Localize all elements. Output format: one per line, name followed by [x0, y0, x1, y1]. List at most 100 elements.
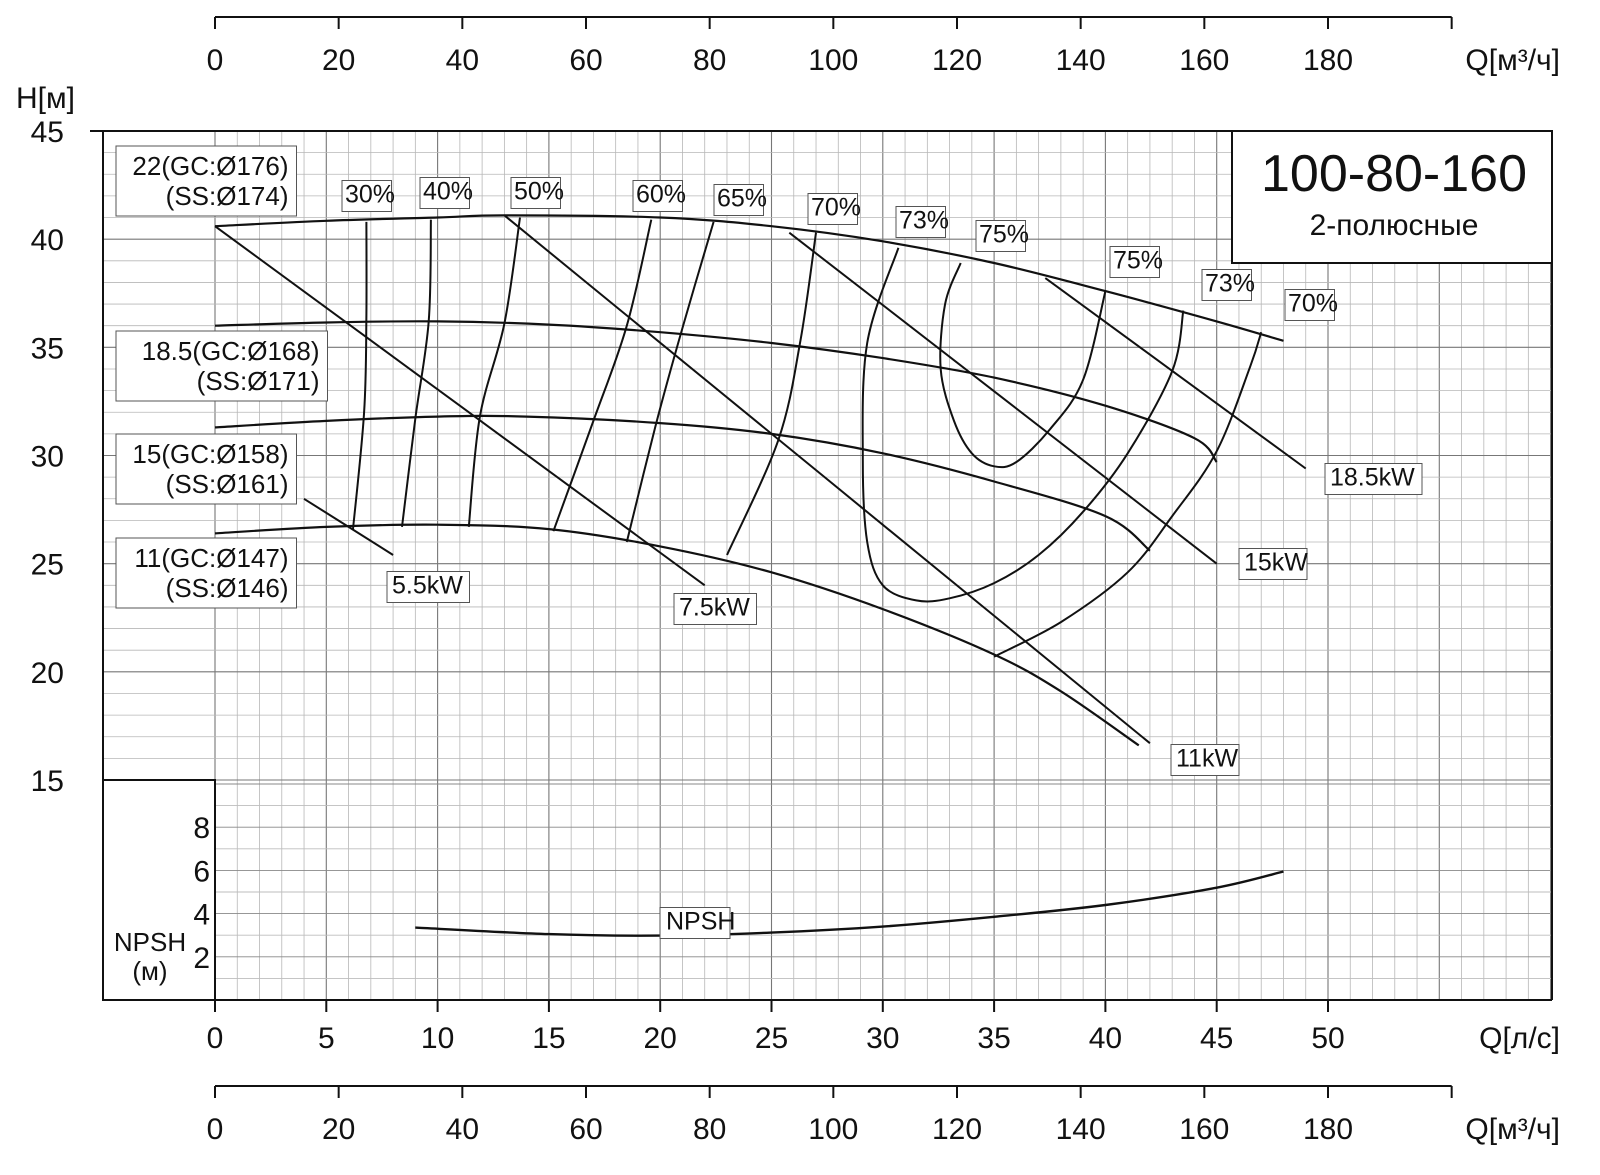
npsh-curve-label-box: [659, 907, 731, 939]
head-curve-label-line1: 11(GC:Ø147): [134, 543, 288, 573]
secondary-x-tick-label: 120: [932, 44, 982, 77]
efficiency-label-5-group: 70%: [807, 193, 861, 225]
secondary-x-axis-unit: Q[м³/ч]: [1465, 44, 1560, 77]
efficiency-label-2-box: [510, 177, 561, 209]
efficiency-label-10-box: [1284, 289, 1335, 321]
axes: 0 5 10 15 20 25 30 35 40 45 50 Q[л/с]0 20 40 60 80 100 12…: [16, 16, 1560, 1146]
efficiency-label-4-box: [713, 184, 764, 216]
npsh-curve: [415, 870, 1284, 937]
head-curve-label-line2: (SS:Ø174): [166, 181, 289, 211]
secondary-x-tick-label: 180: [1303, 1113, 1353, 1146]
chart-subtitle: 2-полюсные: [1310, 209, 1479, 242]
y-tick-label: 40: [31, 224, 64, 257]
efficiency-label-3-box: [632, 180, 683, 212]
secondary-x-tick-label: 160: [1179, 1113, 1229, 1146]
secondary-x-tick-label: 80: [693, 44, 726, 77]
head-curve-label-line1: 15(GC:Ø158): [132, 439, 288, 469]
y-tick-label: 30: [31, 441, 64, 474]
efficiency-label-1-group: 40%: [419, 177, 473, 209]
npsh-axis-unit: (м): [132, 956, 167, 986]
x-tick-label: 45: [1200, 1022, 1233, 1055]
head-curve-label-box: [115, 537, 297, 609]
efficiency-label-5: 70%: [811, 194, 861, 222]
efficiency-label-5-box: [807, 193, 858, 225]
head-curve-label-3: 11(GC:Ø147)(SS:Ø146): [115, 537, 297, 609]
power-label-2-box: [1170, 744, 1240, 776]
head-curve-label-box: [115, 433, 297, 505]
efficiency-label-9: 73%: [1205, 270, 1255, 298]
efficiency-label-8-group: 75%: [1109, 246, 1163, 278]
title-block: 100-80-160 2-полюсные: [1231, 130, 1553, 264]
efficiency-label-8-box: [1109, 246, 1160, 278]
npsh-tick-label: 6: [193, 855, 210, 888]
power-label-3-group: 15kW: [1238, 548, 1308, 580]
x-tick-label: 35: [977, 1022, 1010, 1055]
head-curve-label-line2: (SS:Ø146): [166, 573, 289, 603]
secondary-x-tick-label: 40: [446, 44, 479, 77]
efficiency-label-1-box: [419, 177, 470, 209]
y-tick-label: 25: [31, 549, 64, 582]
power-label-0-box: [386, 571, 470, 603]
efficiency-label-4-group: 65%: [713, 184, 767, 216]
power-label-4: 18.5kW: [1330, 464, 1415, 492]
efficiency-label-6-box: [895, 206, 946, 238]
secondary-x-tick-label: 180: [1303, 44, 1353, 77]
efficiency-curve-3: [552, 219, 653, 532]
power-label-1: 7.5kW: [679, 594, 750, 622]
power-label-0-group: 5.5kW: [386, 571, 470, 603]
power-line-3: [788, 231, 1218, 565]
efficiency-curve-0: [352, 221, 368, 530]
efficiency-label-0-box: [341, 180, 392, 212]
efficiency-curve-5: [726, 232, 817, 556]
labels: 100-80-160 2-полюсные 22(GC:Ø176)(SS:Ø174)…: [115, 130, 1553, 939]
head-curve-3: [214, 523, 1140, 747]
secondary-x-tick-label: 0: [207, 1113, 224, 1146]
secondary-x-tick-label: 60: [569, 44, 602, 77]
power-label-2-group: 11kW: [1170, 744, 1240, 776]
npsh-curve-label: NPSH: [666, 908, 735, 936]
head-curve-0: [214, 214, 1284, 342]
efficiency-label-2: 50%: [514, 178, 564, 206]
efficiency-curve-7: [939, 262, 1107, 469]
efficiency-label-10-group: 70%: [1284, 289, 1338, 321]
secondary-x-tick-label: 60: [569, 1113, 602, 1146]
y-tick-label: 15: [31, 765, 64, 798]
efficiency-label-2-group: 50%: [510, 177, 564, 209]
npsh-panel: [102, 779, 216, 1001]
power-label-4-group: 18.5kW: [1324, 463, 1423, 495]
y-tick-label: 35: [31, 332, 64, 365]
power-label-3: 15kW: [1244, 549, 1308, 577]
power-line-2: [503, 214, 1151, 744]
efficiency-label-10: 70%: [1288, 290, 1338, 318]
head-curve-label-line2: (SS:Ø171): [197, 366, 320, 396]
head-curve-label-box: [115, 145, 297, 217]
npsh-curve-label-group: NPSH: [659, 907, 735, 939]
secondary-x-tick-label: 140: [1056, 1113, 1106, 1146]
power-label-1-box: [673, 593, 757, 625]
head-curve-label-1: 18.5(GC:Ø168)(SS:Ø171): [115, 330, 328, 402]
secondary-x-tick-label: 120: [932, 1113, 982, 1146]
x-tick-label: 50: [1311, 1022, 1344, 1055]
title-box: [1231, 130, 1553, 264]
efficiency-label-9-group: 73%: [1201, 269, 1255, 301]
y-axis-unit: H[м]: [16, 82, 75, 115]
secondary-x-tick-label: 100: [808, 1113, 858, 1146]
efficiency-label-7-group: 75%: [975, 220, 1029, 252]
x-tick-label: 0: [207, 1022, 224, 1055]
head-curve-label-0: 22(GC:Ø176)(SS:Ø174): [115, 145, 297, 217]
x-tick-label: 40: [1089, 1022, 1122, 1055]
head-curve-label-line2: (SS:Ø161): [166, 469, 289, 499]
npsh-tick-label: 2: [193, 942, 210, 975]
efficiency-label-9-box: [1201, 269, 1252, 301]
power-label-3-box: [1238, 548, 1308, 580]
efficiency-label-0-group: 30%: [341, 180, 395, 212]
efficiency-curve-10: [993, 331, 1263, 658]
efficiency-label-6: 73%: [899, 207, 949, 235]
secondary-x-axis-unit: Q[м³/ч]: [1465, 1113, 1560, 1146]
x-tick-label: 10: [421, 1022, 454, 1055]
efficiency-label-3: 60%: [636, 181, 686, 209]
efficiency-curve-1: [401, 219, 432, 528]
secondary-x-tick-label: 0: [207, 44, 224, 77]
secondary-x-tick-label: 160: [1179, 44, 1229, 77]
x-tick-label: 5: [318, 1022, 335, 1055]
